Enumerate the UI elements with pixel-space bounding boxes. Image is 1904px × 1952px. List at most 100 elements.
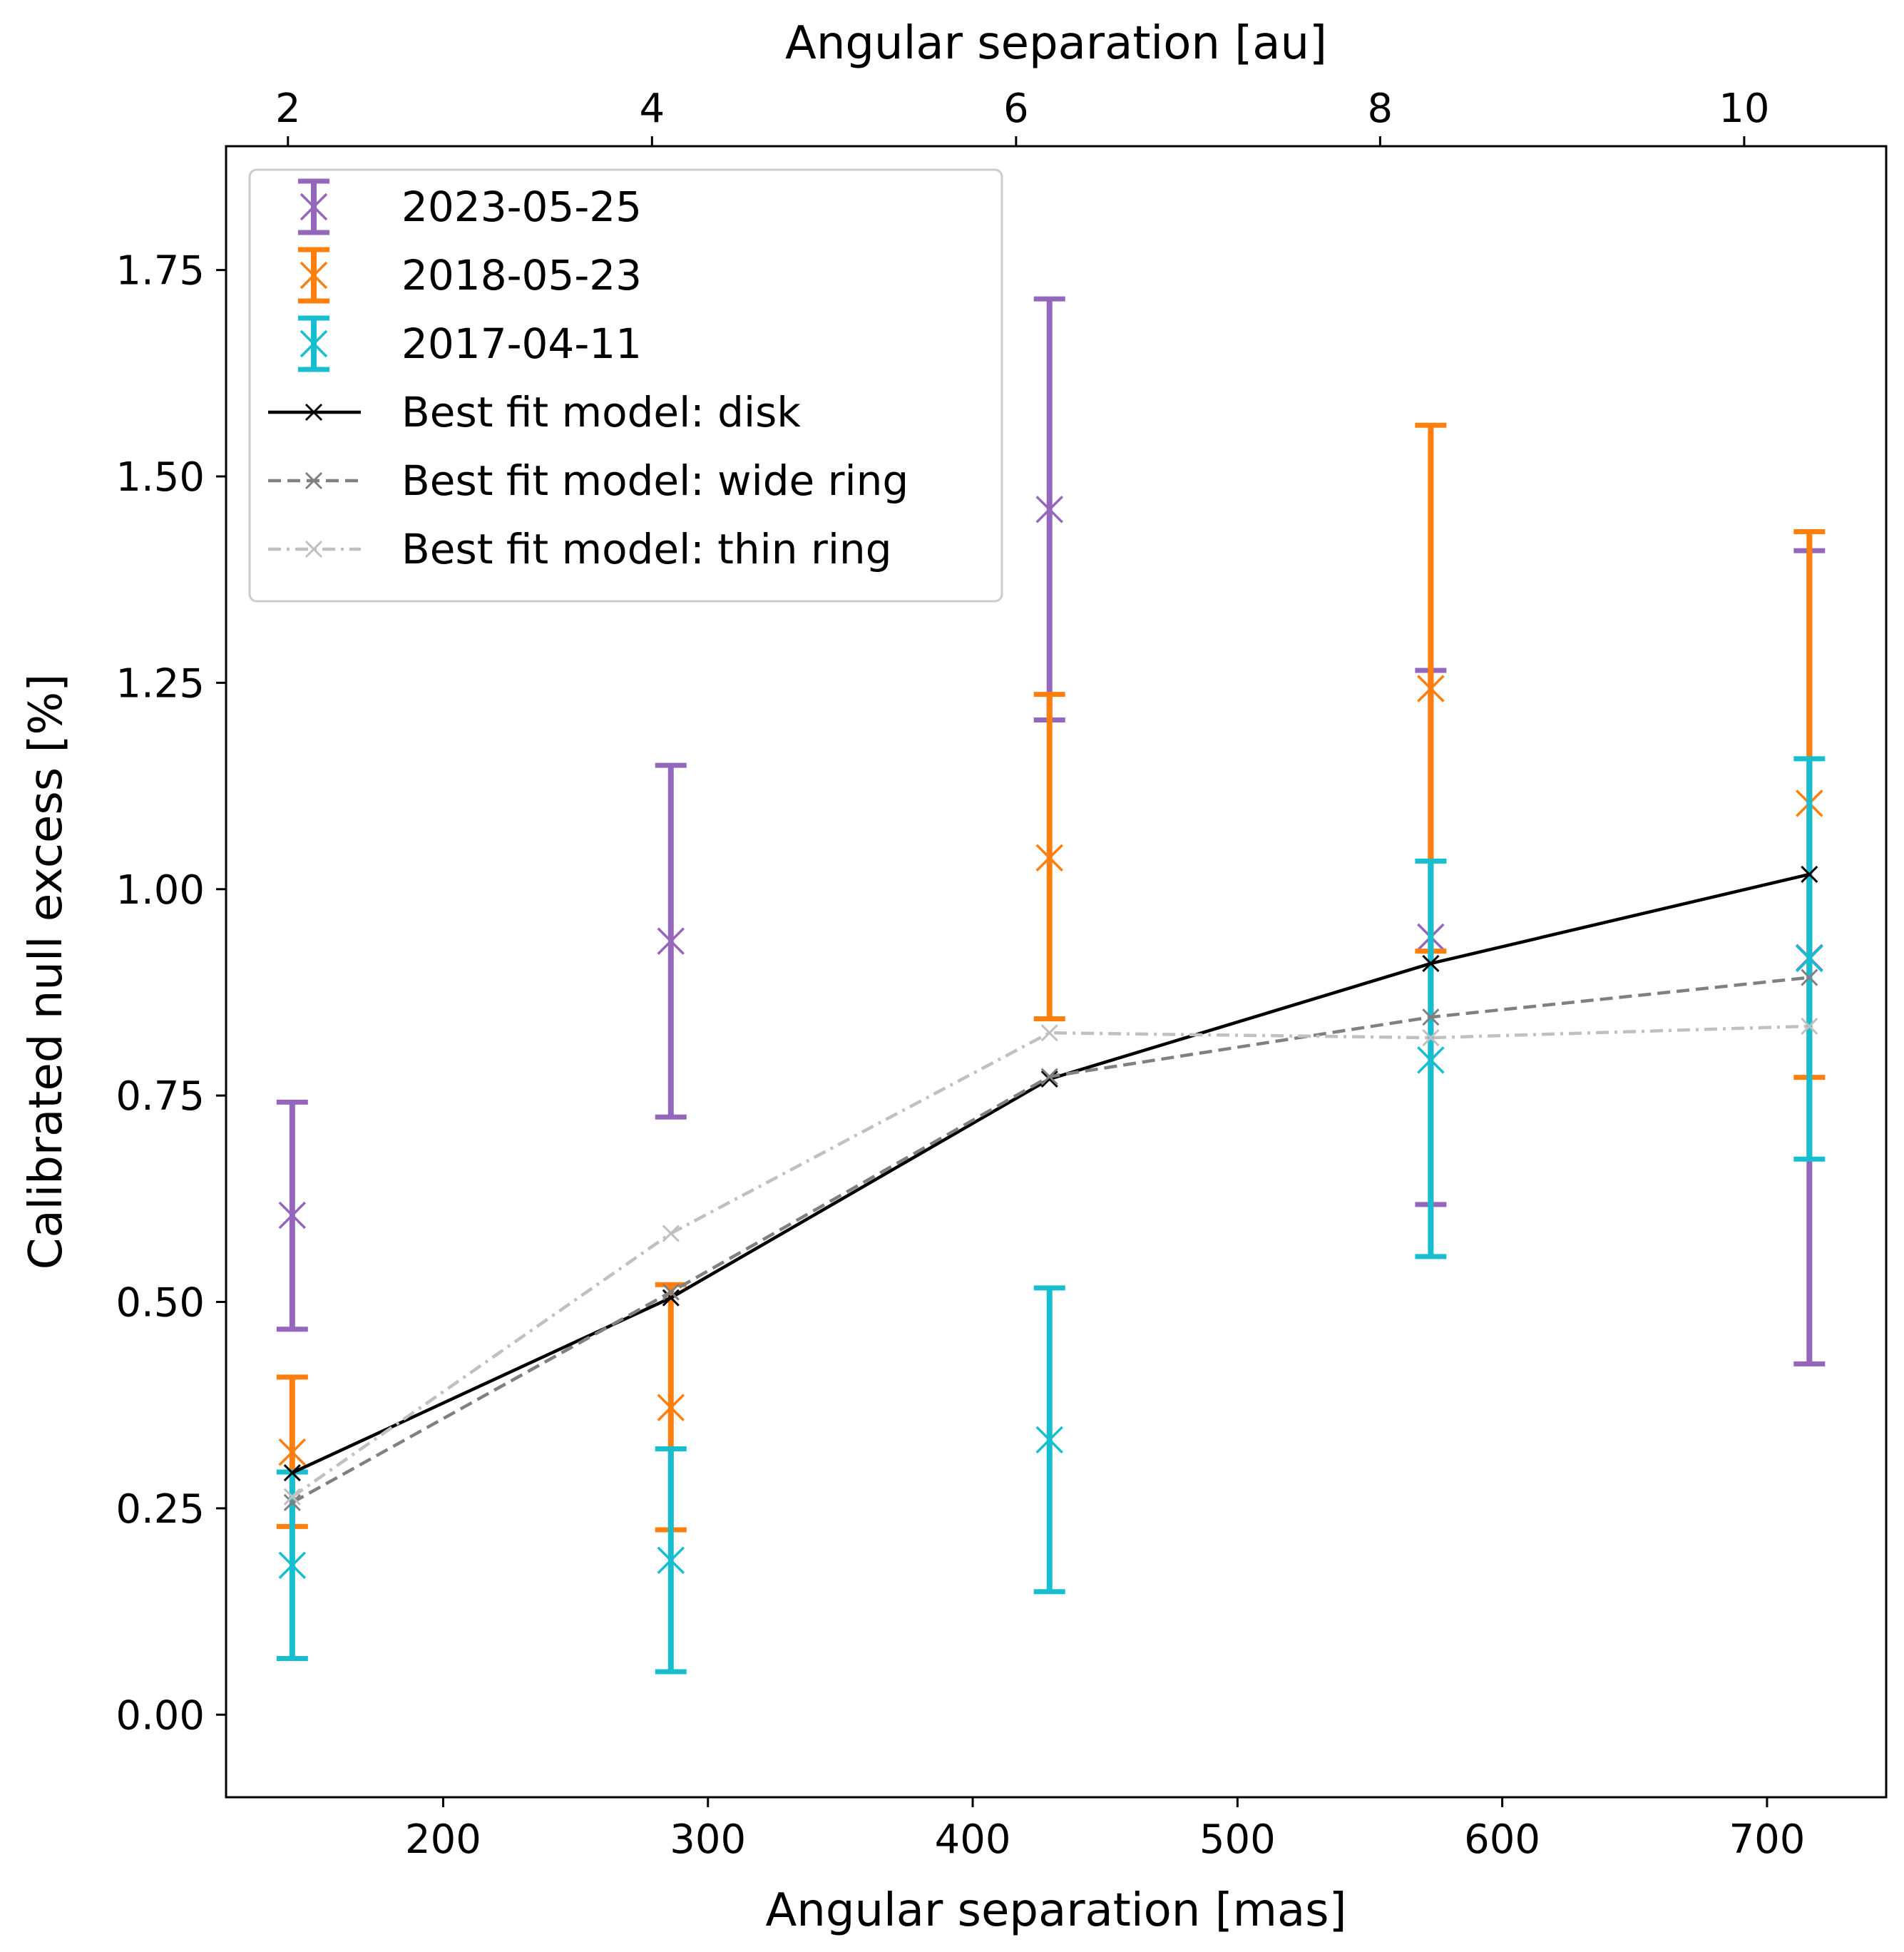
- model-point: [1040, 1070, 1058, 1088]
- x-tick-label: 400: [935, 1816, 1011, 1863]
- legend-marker: [300, 329, 328, 358]
- y-tick-label: 1.00: [116, 867, 205, 914]
- model-point-stroke: [1422, 954, 1440, 972]
- model-point-stroke: [283, 1493, 301, 1511]
- series-Best fit model: thin ring: [283, 1017, 1818, 1506]
- legend-item: 2018-05-23: [298, 247, 642, 304]
- plot-marks: [276, 296, 1826, 1675]
- data-point: [1417, 1046, 1445, 1074]
- data-point: [1035, 1426, 1063, 1454]
- model-point-stroke: [1801, 865, 1818, 883]
- y-tick-label: 0.00: [116, 1692, 205, 1739]
- x-tick-label: 200: [405, 1816, 481, 1863]
- data-point: [1417, 675, 1445, 702]
- axes: 200 300 400 500 600 700 2 4 6 8 10 0.00 0.25 0.50 0.75…: [116, 86, 1805, 1863]
- legend-item: 2023-05-25: [298, 178, 642, 235]
- legend-label: Best fit model: disk: [401, 388, 801, 436]
- legend: 2023-05-25 2018-05-23 2017-04-11 Best fit m…: [248, 168, 1003, 603]
- model-point: [662, 1283, 680, 1301]
- model-point-stroke: [1040, 1068, 1058, 1085]
- series-Best fit model: disk: [283, 865, 1818, 1482]
- x-tick-label: 600: [1464, 1816, 1540, 1863]
- data-point-stroke: [278, 1438, 307, 1466]
- data-point-stroke: [1035, 844, 1063, 872]
- model-point: [662, 1289, 680, 1307]
- model-point: [662, 1225, 680, 1242]
- data-point: [278, 1438, 307, 1466]
- data-point: [278, 1551, 307, 1579]
- model-point-stroke: [283, 1464, 301, 1482]
- top-x-axis-title: Angular separation [au]: [785, 17, 1327, 70]
- data-point: [278, 1201, 307, 1230]
- data-point: [657, 1546, 685, 1575]
- model-point-stroke: [1422, 1029, 1440, 1047]
- legend-frame: [248, 168, 1003, 603]
- data-point-stroke: [1796, 944, 1823, 973]
- data-point: [1796, 944, 1823, 973]
- error-bar: [1415, 858, 1447, 1259]
- y-tick-label: 1.50: [116, 454, 205, 501]
- legend-marker-stroke: [300, 329, 328, 358]
- legend-label: 2017-04-11: [401, 320, 642, 368]
- y-axis-title: Calibrated null excess [%]: [20, 674, 73, 1269]
- model-point-stroke: [662, 1283, 680, 1301]
- y-tick-label: 1.25: [116, 660, 205, 707]
- data-point: [657, 927, 685, 955]
- legend-label: 2023-05-25: [401, 183, 642, 231]
- top-x-tick-label: 8: [1368, 86, 1393, 132]
- data-point-stroke: [657, 1394, 685, 1421]
- model-point: [1422, 954, 1440, 972]
- data-point: [1035, 844, 1063, 872]
- legend-item: 2017-04-11: [298, 315, 642, 372]
- legend-marker-stroke: [300, 261, 328, 290]
- model-point: [1040, 1068, 1058, 1085]
- model-point: [283, 1488, 301, 1506]
- top-x-tick-label: 4: [639, 86, 665, 132]
- data-point-stroke: [1417, 1046, 1445, 1074]
- legend-marker: [304, 540, 323, 558]
- y-tick-label: 0.50: [116, 1280, 205, 1327]
- error-bar: [276, 1099, 308, 1332]
- y-tick-label: 0.25: [116, 1486, 205, 1533]
- top-x-tick-label: 2: [275, 86, 301, 132]
- legend-item: Best fit model: disk: [268, 388, 801, 436]
- data-point-stroke: [657, 927, 685, 955]
- y-tick-label: 0.75: [116, 1073, 205, 1120]
- model-point-stroke: [1422, 1008, 1440, 1026]
- legend-marker: [300, 261, 328, 290]
- model-point-stroke: [1801, 1017, 1818, 1035]
- data-point-stroke: [657, 1546, 685, 1575]
- x-axis-title: Angular separation [mas]: [765, 1884, 1346, 1937]
- model-point: [1422, 1029, 1440, 1047]
- model-point-stroke: [662, 1225, 680, 1242]
- model-point-stroke: [662, 1289, 680, 1307]
- error-bar: [1033, 692, 1065, 1021]
- model-point: [1801, 865, 1818, 883]
- model-point: [1422, 1008, 1440, 1026]
- top-x-tick-label: 6: [1003, 86, 1029, 132]
- data-point-stroke: [1035, 1426, 1063, 1454]
- model-point: [1801, 1017, 1818, 1035]
- x-tick-label: 700: [1729, 1816, 1805, 1863]
- data-point-stroke: [1417, 675, 1445, 702]
- model-point-stroke: [1040, 1070, 1058, 1088]
- error-bar: [1793, 756, 1826, 1162]
- x-tick-label: 300: [670, 1816, 746, 1863]
- data-point: [1035, 496, 1063, 523]
- data-point: [657, 1394, 685, 1421]
- top-x-tick-label: 10: [1719, 86, 1769, 132]
- legend-item: Best fit model: thin ring: [268, 525, 892, 573]
- model-line: [291, 1024, 1810, 1498]
- data-point-stroke: [278, 1551, 307, 1579]
- model-point: [1040, 1024, 1058, 1042]
- series-Best fit model: wide ring: [283, 969, 1818, 1511]
- y-tick-label: 1.75: [116, 248, 205, 295]
- model-point-stroke: [1801, 969, 1818, 986]
- legend-marker-stroke: [304, 471, 323, 490]
- x-tick-label: 500: [1199, 1816, 1276, 1863]
- legend-item: Best fit model: wide ring: [268, 456, 909, 505]
- legend-marker: [300, 193, 328, 221]
- data-point-stroke: [1035, 496, 1063, 523]
- error-bar: [1033, 1285, 1065, 1595]
